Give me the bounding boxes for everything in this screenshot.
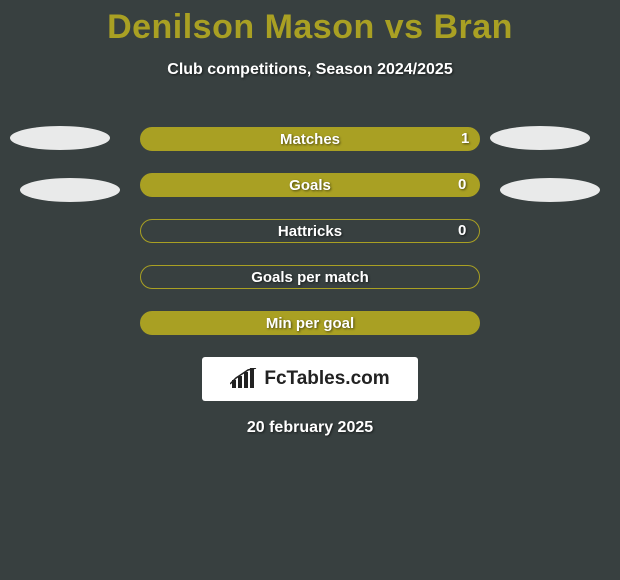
stat-label: Matches — [141, 128, 479, 152]
decorative-ellipse — [10, 126, 110, 150]
stat-label: Goals — [141, 174, 479, 198]
subtitle: Club competitions, Season 2024/2025 — [0, 61, 620, 79]
stat-bar: Hattricks — [140, 219, 480, 243]
stat-bar: Goals per match — [140, 265, 480, 289]
stat-row: Goals per match — [0, 265, 620, 289]
logo-text: FcTables.com — [264, 368, 389, 390]
decorative-ellipse — [20, 178, 120, 202]
stat-value-right: 1 — [461, 127, 469, 151]
decorative-ellipse — [490, 126, 590, 150]
stat-bar: Goals — [140, 173, 480, 197]
stat-label: Min per goal — [141, 312, 479, 336]
stat-row: Min per goal — [0, 311, 620, 335]
stat-label: Hattricks — [141, 220, 479, 244]
site-logo: FcTables.com — [202, 357, 418, 401]
stat-label: Goals per match — [141, 266, 479, 290]
comparison-chart: Matches1Goals0Hattricks0Goals per matchM… — [0, 127, 620, 335]
stat-value-right: 0 — [458, 173, 466, 197]
stat-row: Hattricks0 — [0, 219, 620, 243]
decorative-ellipse — [500, 178, 600, 202]
page-title: Denilson Mason vs Bran — [0, 0, 620, 47]
footer-date: 20 february 2025 — [0, 419, 620, 437]
stat-bar: Min per goal — [140, 311, 480, 335]
bar-chart-icon — [230, 368, 258, 390]
stat-bar: Matches — [140, 127, 480, 151]
stat-value-right: 0 — [458, 219, 466, 243]
